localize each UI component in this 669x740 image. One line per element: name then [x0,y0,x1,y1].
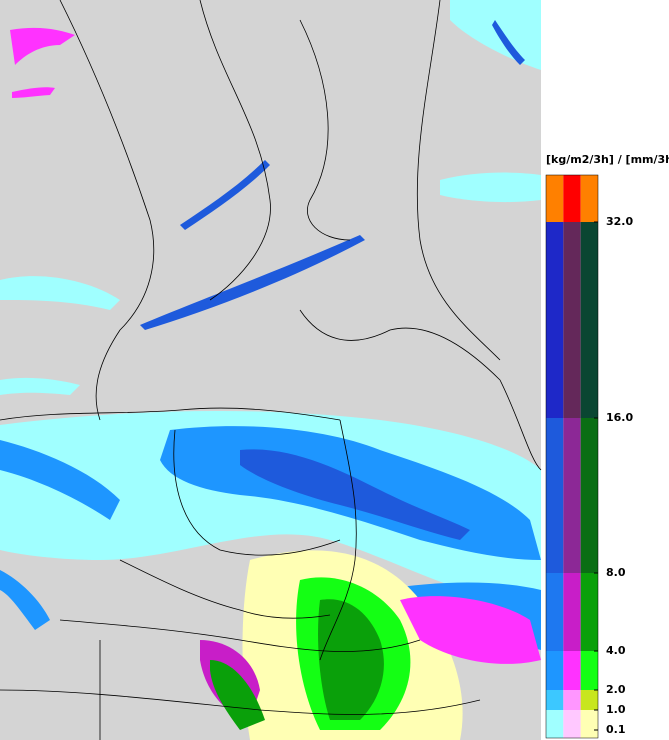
legend-swatch [563,573,581,651]
legend-swatch [580,710,598,738]
legend-swatch [580,418,598,573]
legend-swatch [563,710,581,738]
legend-swatch [580,690,598,710]
legend-frame [545,174,599,739]
precip-mixed [0,27,541,740]
legend-swatch [546,175,564,222]
legend-swatch [546,418,564,573]
country-borders [0,0,542,740]
legend-tick-label: 32.0 [606,215,633,228]
precip-light [0,0,541,602]
legend-swatch [563,175,581,222]
legend-tick-label: 0.1 [606,723,626,736]
legend-swatch [563,690,581,710]
legend-tick-label: 8.0 [606,566,626,579]
legend-tick-label: 4.0 [606,644,626,657]
legend-swatch [546,651,564,690]
legend-tick-label: 1.0 [606,703,626,716]
legend-swatch [546,573,564,651]
legend-swatch [546,710,564,738]
legend-swatch [580,651,598,690]
legend-swatch [546,690,564,710]
legend-title: [kg/m2/3h] / [mm/3h] [546,153,669,166]
legend-swatch [580,573,598,651]
legend-swatch [580,175,598,222]
precip-heavy [140,20,525,540]
legend-swatch [563,651,581,690]
legend-swatch [563,222,581,418]
legend-swatch [580,222,598,418]
legend-tick-label: 2.0 [606,683,626,696]
legend-swatch [546,222,564,418]
legend-swatch [563,418,581,573]
legend: [kg/m2/3h] / [mm/3h] 32.0 16.0 8.0 4.0 2.0 1.… [545,153,669,739]
legend-tick-label: 16.0 [606,411,633,424]
